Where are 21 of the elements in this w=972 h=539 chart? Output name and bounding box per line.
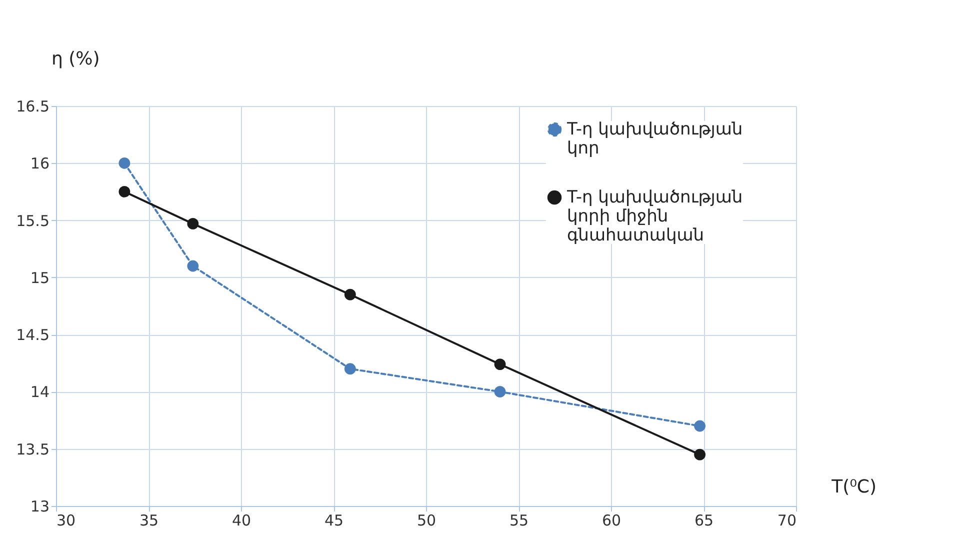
y-tick-label: 13.5 (16, 440, 50, 458)
x-tick-label: 35 (139, 512, 159, 530)
y-tick-label: 13 (30, 498, 50, 516)
x-axis-title: T(⁰C) (830, 476, 876, 498)
x-tick-label: 55 (509, 512, 529, 530)
x-tick-label: 30 (56, 512, 76, 530)
legend-label: T-η կախվածության կորի միջին գնահատական (566, 188, 743, 246)
y-tick-label: 15.5 (16, 212, 50, 230)
y-tick-label: 16 (30, 154, 50, 173)
x-tick-label: 65 (694, 512, 714, 530)
legend-label: T-η կախվածության կոր (566, 120, 743, 158)
y-tick-label: 14.5 (16, 326, 50, 344)
x-tick-label: 40 (232, 512, 252, 530)
y-axis-title: η (%) (52, 48, 100, 70)
y-tick-label: 14 (30, 383, 50, 402)
x-tick-label: 45 (324, 512, 344, 530)
x-tick-label: 50 (416, 512, 436, 530)
x-tick-label: 70 (777, 512, 796, 530)
y-tick-label: 16.5 (16, 98, 50, 116)
y-tick-label: 15 (30, 268, 50, 287)
x-tick-label: 60 (602, 512, 622, 530)
